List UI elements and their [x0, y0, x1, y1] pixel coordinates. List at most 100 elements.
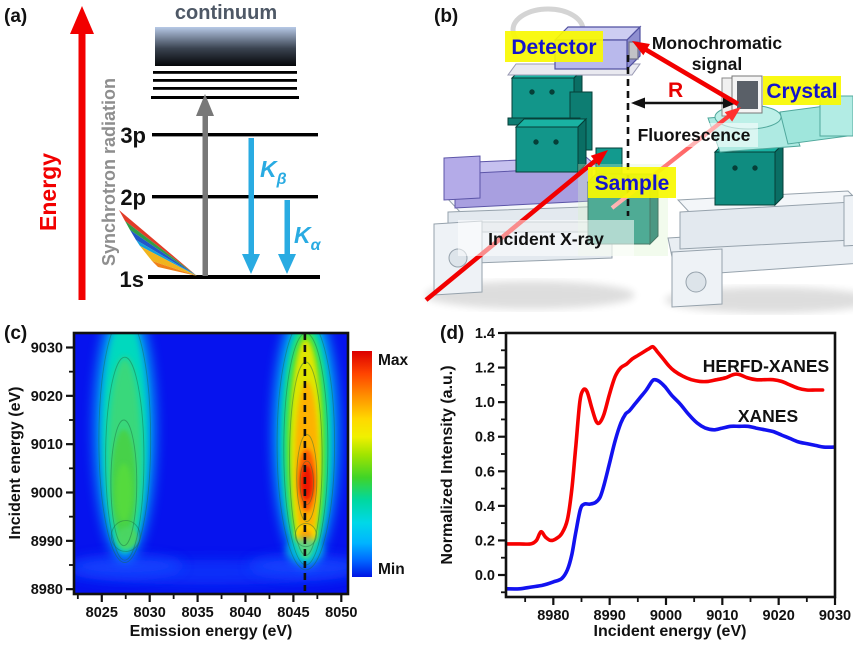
heatmap-plot-area [74, 333, 348, 594]
heatmap-blob [117, 526, 139, 550]
excitation-arrow-icon [196, 94, 214, 276]
svg-text:0.2: 0.2 [475, 533, 495, 549]
spectra-curves [506, 344, 835, 591]
monochromatic-signal-label-line2: signal [692, 54, 743, 74]
svg-text:0.6: 0.6 [475, 464, 495, 480]
level-3p-label: 3p [120, 123, 146, 148]
herfd-xanes-curve [506, 344, 825, 546]
contour-line [296, 434, 318, 522]
heatmap-blob [74, 555, 184, 577]
continuum-label: continuum [175, 2, 277, 24]
svg-text:8045: 8045 [277, 605, 309, 621]
sample-label: Sample [595, 172, 670, 195]
plot-frame [504, 331, 837, 599]
contour-line [276, 333, 336, 571]
svg-text:8025: 8025 [86, 605, 118, 621]
svg-text:9020: 9020 [31, 389, 63, 405]
svg-text:1.0: 1.0 [475, 395, 495, 411]
detector-label: Detector [511, 36, 596, 59]
svg-text:1.4: 1.4 [475, 326, 495, 342]
series1-label: HERFD-XANES [703, 356, 829, 376]
heatmap-blob [248, 555, 348, 577]
heatmap-blob [115, 463, 132, 522]
panel-a-letter: (a) [4, 6, 27, 27]
k-alpha-arrow-icon [278, 200, 296, 274]
crystal-label-highlight [763, 76, 841, 105]
colorbar-max-label: Max [378, 352, 409, 369]
level-2p-label: 2p [120, 185, 146, 210]
contour-line [110, 520, 141, 552]
level-1s-label: 1s [120, 267, 144, 292]
sample-label-highlight [588, 167, 676, 198]
svg-text:9010: 9010 [706, 608, 738, 624]
crystal-stage-base [667, 190, 853, 308]
heatmap-blob [300, 465, 313, 501]
contour-line [110, 419, 138, 547]
energy-axis-label: Energy [35, 153, 61, 231]
svg-text:0.8: 0.8 [475, 430, 495, 446]
svg-text:8980: 8980 [31, 582, 63, 598]
svg-text:8040: 8040 [229, 605, 261, 621]
colorbar [352, 351, 372, 577]
svg-text:0.4: 0.4 [475, 499, 495, 515]
panel-c-letter: (c) [4, 323, 27, 344]
crystal-tower [713, 142, 785, 207]
svg-text:8980: 8980 [537, 608, 569, 624]
incident-xray-label: Incident X-ray [488, 229, 604, 249]
contour-line [98, 333, 152, 563]
svg-text:9020: 9020 [763, 608, 795, 624]
svg-text:0.0: 0.0 [475, 568, 495, 584]
contour-lines [98, 333, 336, 571]
level-1s-line [148, 275, 320, 279]
detector-label-highlight [505, 31, 603, 62]
heatmap-blob [300, 529, 312, 541]
svg-text:1.2: 1.2 [475, 361, 495, 377]
y-axis-title: Incident energy (eV) [7, 387, 24, 540]
crystal-label: Crystal [766, 80, 837, 103]
contour-line [299, 460, 314, 506]
axis-ticks: 8980 8990 9000 9010 9020 9030 0.0 0.2 0.4 0.6 0.8 1… [475, 326, 851, 624]
rydberg-lines [151, 71, 299, 99]
monochromatic-signal-arrow-icon [632, 41, 740, 106]
svg-text:9030: 9030 [31, 341, 63, 357]
contour-line [105, 356, 145, 561]
level-2p-line [152, 195, 318, 199]
contour-line [294, 522, 317, 548]
xanes-curve [506, 377, 835, 591]
axis-ticks: 8025 8030 8035 8040 8045 8050 8980 8990 9000 9010… [31, 341, 358, 622]
plot-frame [72, 331, 350, 596]
svg-text:9010: 9010 [31, 437, 63, 453]
y-axis-title: Normalized Intensity (a.u.) [439, 365, 456, 564]
panel-d-xanes-plot: (d) 8980 8990 9000 9010 9020 9030 0.0 0.2 0.4 0.6… [430, 315, 853, 645]
panel-c-rxes-map: (c) 8025 8030 8035 8040 8045 8050 8980 8990 9000… [0, 315, 430, 645]
panel-b-spectrometer-scheme: (b) [420, 0, 853, 315]
k-beta-label: Kβ [260, 156, 287, 188]
radius-label: R [668, 79, 683, 102]
fluorescence-label: Fluorescence [638, 125, 751, 145]
monochromatic-signal-label-line1: Monochromatic [652, 33, 783, 53]
incident-xray-label-bg [458, 220, 634, 256]
svg-text:9000: 9000 [31, 486, 63, 502]
svg-text:8035: 8035 [181, 605, 213, 621]
k-beta-arrow-icon [242, 138, 260, 274]
energy-axis-arrow-icon [70, 6, 94, 300]
synchrotron-spectrum-wedge-icon [119, 210, 197, 276]
detector-tower [507, 68, 593, 174]
svg-text:8990: 8990 [31, 534, 63, 550]
panel-a-energy-diagram: (a) Energy Synchrotron radiation continu… [0, 0, 420, 315]
panel-b-letter: (b) [434, 6, 458, 27]
svg-text:8050: 8050 [325, 605, 357, 621]
continuum-band [155, 27, 296, 66]
x-axis-title: Emission energy (eV) [130, 623, 293, 640]
svg-text:8990: 8990 [594, 608, 626, 624]
svg-text:9030: 9030 [819, 608, 851, 624]
level-3p-line [152, 133, 318, 137]
svg-text:9000: 9000 [650, 608, 682, 624]
synchrotron-radiation-label: Synchrotron radiation [99, 78, 119, 266]
fluorescence-label-bg [630, 123, 758, 147]
svg-text:8030: 8030 [134, 605, 166, 621]
k-alpha-label: Kα [294, 222, 322, 254]
colorbar-min-label: Min [378, 561, 405, 578]
radius-arrow-icon [631, 97, 737, 109]
